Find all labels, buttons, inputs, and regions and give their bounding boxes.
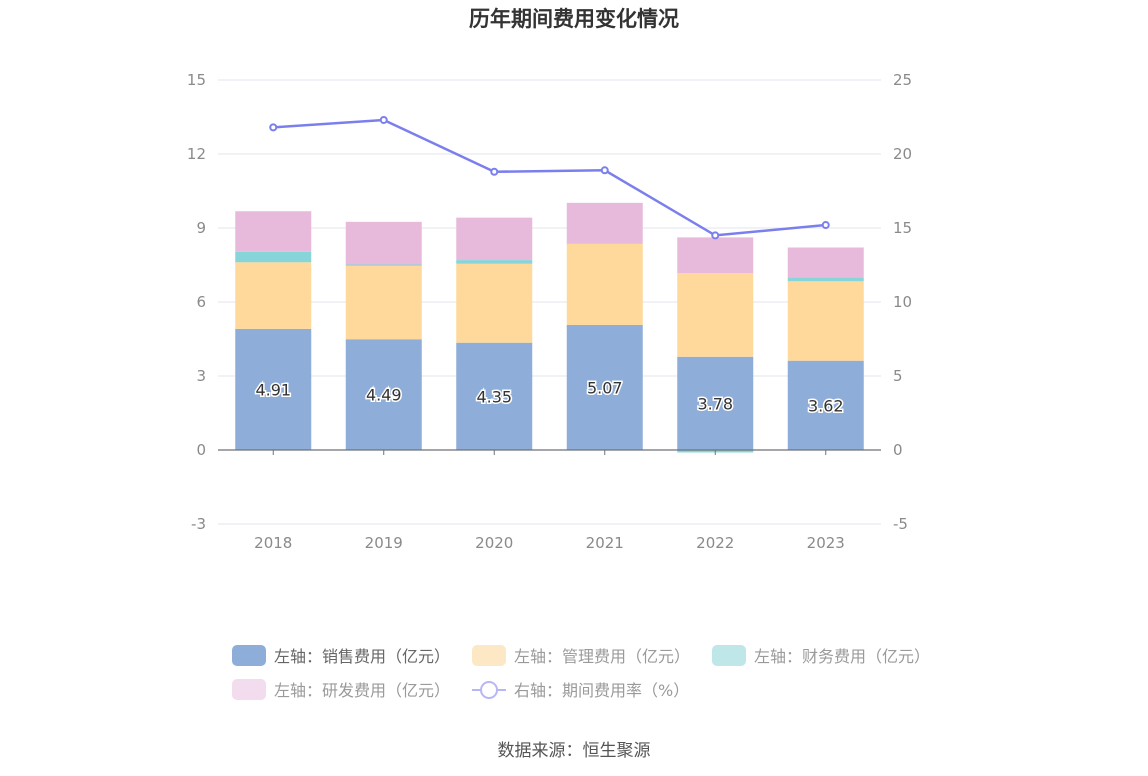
right-axis-tick: 10 <box>893 293 912 311</box>
chart-title: 历年期间费用变化情况 <box>469 7 679 31</box>
x-axis-tick-label: 2019 <box>365 534 403 552</box>
rate-point <box>490 167 499 176</box>
bar-segment <box>787 281 864 361</box>
bar-segment <box>787 247 864 278</box>
bar-value-label: 5.07 <box>587 378 623 397</box>
left-axis-tick: 0 <box>196 441 206 459</box>
legend-label-sales: 左轴：销售费用（亿元） <box>274 647 451 666</box>
left-axis-tick: -3 <box>191 515 206 533</box>
legend-swatch-rnd <box>232 678 266 700</box>
source-note: 数据来源：恒生聚源 <box>497 741 651 761</box>
rate-line <box>273 118 826 237</box>
bar-segment <box>456 342 533 450</box>
right-axis-tick: 0 <box>893 441 903 459</box>
bar-value-label: 4.91 <box>255 380 291 399</box>
bar-segment <box>345 339 422 450</box>
bar-segment <box>787 277 864 282</box>
right-axis-tick: -5 <box>893 515 908 533</box>
legend: 左轴：销售费用（亿元） 左轴：管理费用（亿元） 左轴：财务费用（亿元） 左轴：研… <box>232 638 952 706</box>
legend-swatch-finance <box>712 644 746 666</box>
bar-segment <box>677 237 754 274</box>
legend-item-rnd[interactable]: 左轴：研发费用（亿元） <box>232 677 450 701</box>
legend-label-finance: 左轴：财务费用（亿元） <box>754 647 931 666</box>
bar-value-label: 4.35 <box>476 387 512 406</box>
grid-lines <box>218 79 881 525</box>
bar-value-label: 3.62 <box>808 396 844 415</box>
legend-item-rate[interactable]: 右轴：期间费用率（%） <box>472 677 689 701</box>
rate-line-group <box>269 115 830 240</box>
rate-point <box>600 166 609 175</box>
bar-segment <box>566 324 643 450</box>
bar-segment <box>677 273 754 357</box>
x-axis-tick-label: 2020 <box>475 534 513 552</box>
chart-svg: 历年期间费用变化情况 4.91 4.49 4.35 5.07 3.78 3.62 15 25… <box>187 7 912 552</box>
right-axis-tick: 5 <box>893 367 903 385</box>
bar-segment <box>566 243 643 325</box>
bar-value-label: 3.78 <box>697 394 733 413</box>
bar-segment <box>677 356 754 450</box>
rate-point <box>711 231 720 240</box>
legend-row-2: 左轴：研发费用（亿元） 右轴：期间费用率（%） <box>232 672 952 706</box>
axis-ticks-group: 15 25 12 20 9 15 6 10 3 5 0 0 -3 -5 2018 2019 2020 2021 20… <box>187 71 912 552</box>
legend-swatch-admin <box>472 644 506 666</box>
right-axis-tick: 20 <box>893 145 912 163</box>
right-axis-tick: 15 <box>893 219 912 237</box>
legend-row-1: 左轴：销售费用（亿元） 左轴：管理费用（亿元） 左轴：财务费用（亿元） <box>232 638 952 672</box>
x-axis-tick-label: 2021 <box>586 534 624 552</box>
legend-label-admin: 左轴：管理费用（亿元） <box>514 647 691 666</box>
legend-label-rate: 右轴：期间费用率（%） <box>514 681 690 700</box>
bar-segment <box>235 251 312 263</box>
legend-item-admin[interactable]: 左轴：管理费用（亿元） <box>472 643 690 667</box>
bars-group <box>235 202 864 453</box>
x-axis-tick-label: 2022 <box>696 534 734 552</box>
rate-point <box>379 115 388 124</box>
left-axis-tick: 12 <box>187 145 206 163</box>
bar-segment <box>235 211 312 252</box>
left-axis-tick: 9 <box>196 219 206 237</box>
bar-segment <box>787 360 864 450</box>
x-axis-tick-label: 2018 <box>254 534 292 552</box>
legend-item-finance[interactable]: 左轴：财务费用（亿元） <box>712 643 930 667</box>
rate-point <box>821 221 830 230</box>
bar-segment <box>456 217 533 261</box>
bar-segment <box>566 243 643 244</box>
legend-swatch-sales <box>232 644 266 666</box>
bar-segment <box>235 262 312 329</box>
bar-segment <box>456 263 533 343</box>
bar-segment <box>345 264 422 266</box>
bar-value-label: 4.49 <box>366 386 402 405</box>
rate-point <box>269 123 278 132</box>
left-axis-tick: 6 <box>196 293 206 311</box>
legend-label-rnd: 左轴：研发费用（亿元） <box>274 681 451 700</box>
x-axis-tick-label: 2023 <box>807 534 845 552</box>
bar-segment <box>235 328 312 450</box>
bar-labels-group: 4.91 4.49 4.35 5.07 3.78 3.62 <box>254 377 845 417</box>
bar-segment <box>345 221 422 265</box>
left-axis-tick: 3 <box>196 367 206 385</box>
legend-item-sales[interactable]: 左轴：销售费用（亿元） <box>232 643 450 667</box>
left-axis-tick: 15 <box>187 71 206 89</box>
right-axis-tick: 25 <box>893 71 912 89</box>
bar-segment <box>345 265 422 340</box>
bar-segment <box>566 202 643 244</box>
legend-swatch-rate <box>472 679 507 700</box>
bar-segment <box>456 260 533 264</box>
